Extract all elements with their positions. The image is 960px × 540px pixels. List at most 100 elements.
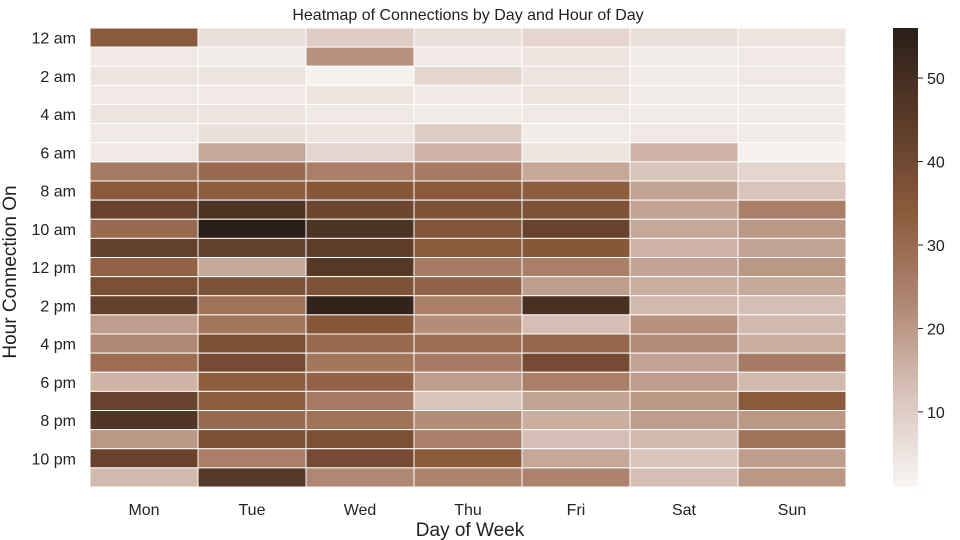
- x-tick-label: Sat: [672, 502, 697, 519]
- y-tick-label: 12 pm: [32, 260, 76, 277]
- heatmap-cell: [521, 371, 631, 392]
- colorbar-tick-label: 50: [927, 71, 945, 88]
- heatmap-cell: [89, 276, 199, 297]
- heatmap-cell: [305, 180, 415, 201]
- heatmap-cell: [413, 333, 523, 354]
- heatmap-cell: [413, 314, 523, 335]
- heatmap-cell: [629, 257, 739, 278]
- heatmap-cell: [521, 180, 631, 201]
- heatmap-cell: [737, 104, 847, 125]
- heatmap-cell: [629, 199, 739, 220]
- heatmap-cell: [737, 46, 847, 67]
- heatmap-cell: [305, 104, 415, 125]
- heatmap-cell: [521, 276, 631, 297]
- heatmap-cell: [305, 161, 415, 182]
- y-tick-label: 4 pm: [40, 337, 76, 354]
- heatmap-cell: [197, 333, 307, 354]
- y-tick-label: 6 am: [40, 145, 76, 162]
- heatmap-cell: [89, 161, 199, 182]
- heatmap-cell: [737, 84, 847, 105]
- heatmap-cell: [629, 295, 739, 316]
- y-tick-label: 8 pm: [40, 413, 76, 430]
- heatmap-cell: [521, 104, 631, 125]
- heatmap-cell: [305, 295, 415, 316]
- heatmap-cell: [413, 46, 523, 67]
- x-tick-label: Wed: [344, 502, 377, 519]
- heatmap-cell: [305, 467, 415, 488]
- x-tick-label: Fri: [567, 502, 586, 519]
- heatmap-cell: [521, 199, 631, 220]
- heatmap-cell: [305, 27, 415, 48]
- heatmap-cell: [521, 237, 631, 258]
- heatmap-cell: [197, 84, 307, 105]
- y-tick-labels: 12 am 2 am 4 am 6 am 8 am 10 am 12 pm 2 pm 4 pm 6…: [32, 31, 76, 469]
- heatmap-cell: [305, 352, 415, 373]
- heatmap-cell: [521, 27, 631, 48]
- colorbar: [893, 28, 918, 487]
- heatmap-cell: [629, 410, 739, 431]
- heatmap-cell: [305, 237, 415, 258]
- heatmap-cell: [197, 142, 307, 163]
- heatmap-cell: [629, 390, 739, 411]
- heatmap-cell: [737, 390, 847, 411]
- heatmap-cell: [629, 46, 739, 67]
- heatmap-cells: [89, 27, 847, 488]
- heatmap-cell: [737, 371, 847, 392]
- heatmap-cell: [197, 218, 307, 239]
- heatmap-cell: [305, 410, 415, 431]
- heatmap-cell: [197, 104, 307, 125]
- heatmap-cell: [521, 84, 631, 105]
- heatmap-cell: [89, 352, 199, 373]
- heatmap-cell: [89, 65, 199, 86]
- heatmap-cell: [413, 218, 523, 239]
- y-tick-label: 2 am: [40, 69, 76, 86]
- heatmap-cell: [521, 448, 631, 469]
- heatmap-cell: [413, 410, 523, 431]
- heatmap-cell: [197, 123, 307, 144]
- heatmap-cell: [413, 237, 523, 258]
- heatmap-cell: [89, 46, 199, 67]
- heatmap-cell: [305, 314, 415, 335]
- x-tick-labels: Mon Tue Wed Thu Fri Sat Sun: [128, 502, 806, 519]
- heatmap-cell: [305, 218, 415, 239]
- heatmap-cell: [737, 199, 847, 220]
- heatmap-cell: [305, 429, 415, 450]
- heatmap-cell: [413, 448, 523, 469]
- heatmap-cell: [89, 104, 199, 125]
- heatmap-cell: [521, 142, 631, 163]
- x-tick-label: Sun: [778, 502, 806, 519]
- heatmap-cell: [89, 333, 199, 354]
- heatmap-cell: [197, 161, 307, 182]
- heatmap-cell: [89, 257, 199, 278]
- heatmap-cell: [413, 199, 523, 220]
- heatmap-cell: [197, 371, 307, 392]
- heatmap-cell: [737, 352, 847, 373]
- heatmap-cell: [413, 371, 523, 392]
- heatmap-cell: [89, 410, 199, 431]
- heatmap-cell: [521, 352, 631, 373]
- heatmap-cell: [629, 276, 739, 297]
- heatmap-cell: [737, 314, 847, 335]
- heatmap-cell: [629, 123, 739, 144]
- heatmap-cell: [413, 467, 523, 488]
- heatmap-cell: [629, 448, 739, 469]
- heatmap-cell: [521, 467, 631, 488]
- heatmap-cell: [521, 429, 631, 450]
- heatmap-cell: [413, 295, 523, 316]
- heatmap-cell: [737, 410, 847, 431]
- heatmap-cell: [521, 218, 631, 239]
- x-tick-label: Mon: [128, 502, 159, 519]
- heatmap-cell: [197, 429, 307, 450]
- chart-title: Heatmap of Connections by Day and Hour o…: [292, 7, 643, 24]
- heatmap-cell: [413, 180, 523, 201]
- heatmap-cell: [197, 257, 307, 278]
- heatmap-cell: [197, 410, 307, 431]
- heatmap-cell: [521, 257, 631, 278]
- heatmap-cell: [521, 65, 631, 86]
- heatmap-cell: [89, 295, 199, 316]
- colorbar-tick-label: 40: [927, 155, 945, 172]
- heatmap-cell: [629, 161, 739, 182]
- heatmap-cell: [89, 123, 199, 144]
- heatmap-cell: [89, 467, 199, 488]
